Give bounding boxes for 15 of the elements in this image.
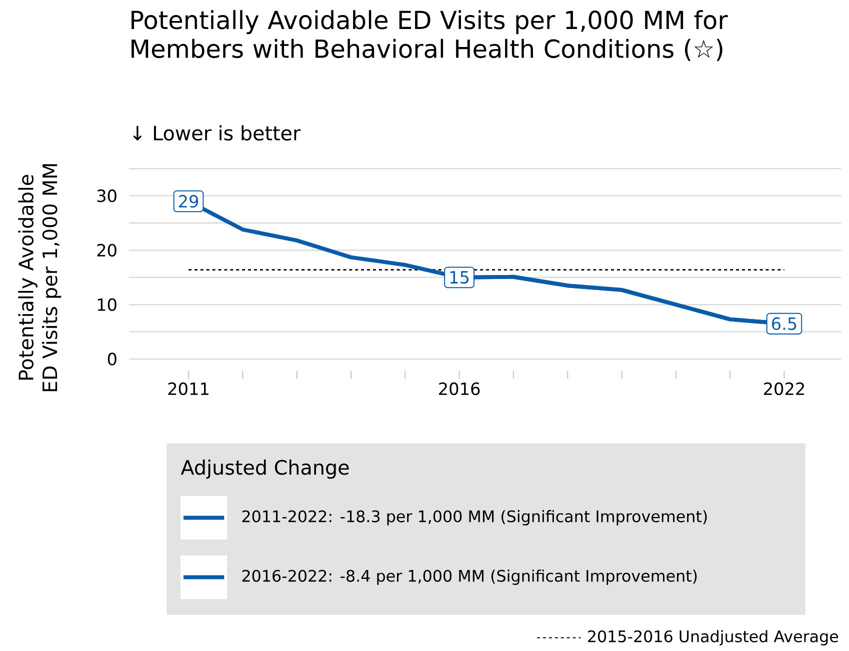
y-axis-title: Potentially Avoidable ED Visits per 1,000 MM — [18, 164, 62, 392]
x-tick-label: 2022 — [764, 382, 804, 396]
chart-subtitle: ↓ Lower is better — [133, 125, 301, 141]
data-label: 15 — [450, 271, 469, 284]
legend-label: 2011-2022: -18.3 per 1,000 MM (Significant Improvement) — [242, 510, 707, 526]
y-tick-label: 0 — [108, 352, 116, 366]
legend-label: 2015-2016 Unadjusted Average — [588, 630, 838, 646]
y-tick-label: 20 — [97, 244, 116, 257]
chart-title: Potentially Avoidable ED Visits per 1,000 MM for Members with Behavioral Health Conditions (☆) — [132, 10, 728, 62]
y-tick-label: 30 — [97, 190, 116, 202]
x-tick-label: 2011 — [168, 382, 208, 396]
x-tick-label: 2016 — [439, 382, 480, 396]
legend-label: 2016-2022: -8.4 per 1,000 MM (Significant Improvement) — [242, 570, 697, 586]
y-tick-label: 10 — [98, 298, 116, 312]
legend-title: Adjusted Change — [180, 460, 349, 479]
